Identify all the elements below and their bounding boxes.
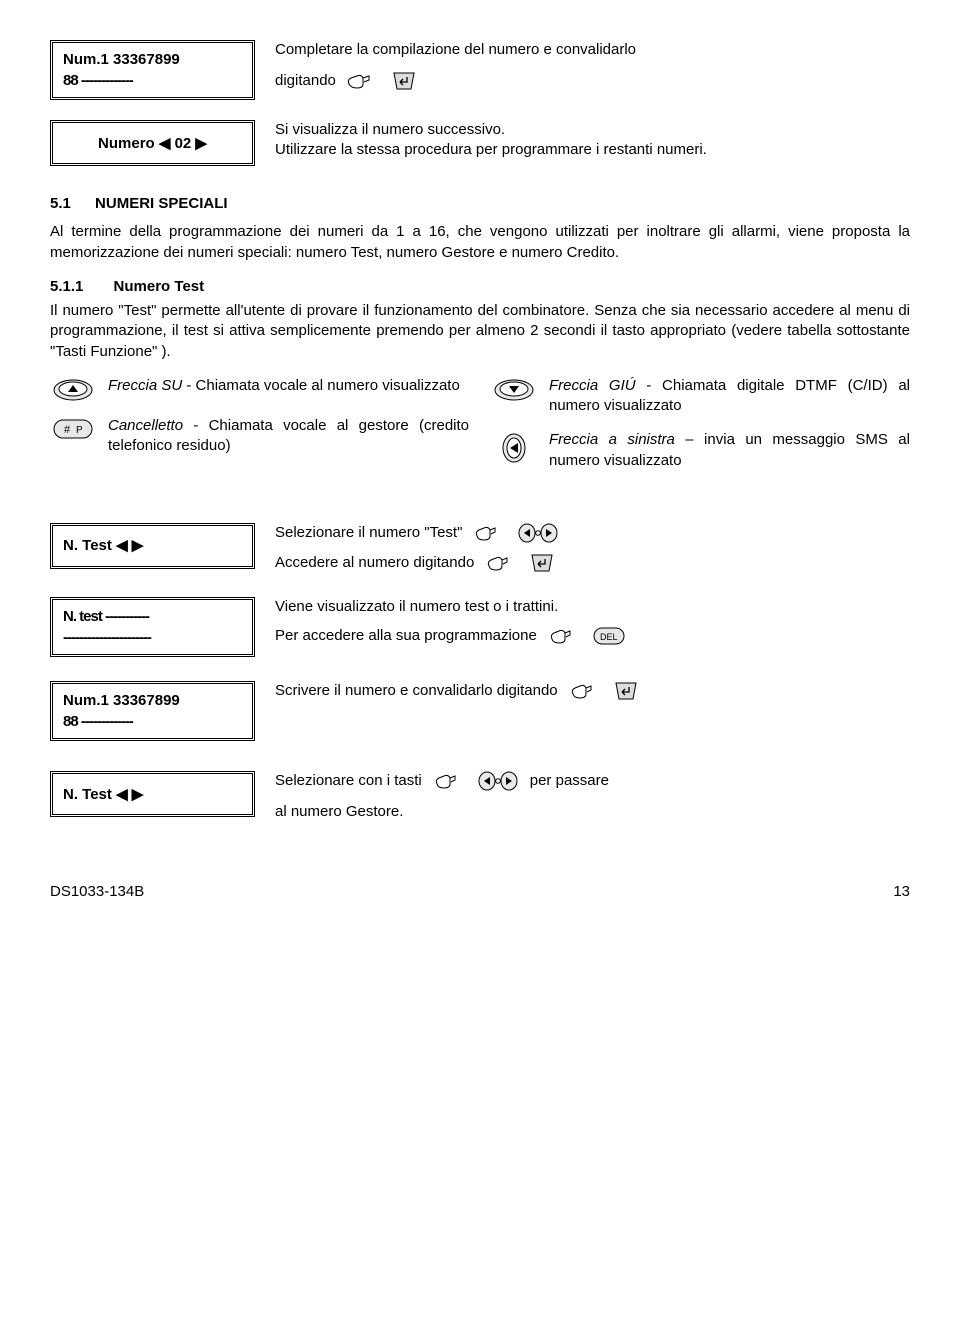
lcd-display: Num.1 33367899 88 -------------: [50, 40, 255, 100]
lcd-text: N. Test ◀ ▶: [63, 784, 242, 805]
lcd-display: N. Test ◀ ▶: [50, 523, 255, 569]
hand-press-icon: [569, 681, 599, 701]
row3-line1: Selezionare il numero "Test": [275, 523, 462, 543]
lcd-line1: Num.1 33367899: [63, 690, 242, 711]
svg-text:P: P: [76, 425, 83, 436]
key-up-text: Freccia SU - Chiamata vocale al numero v…: [108, 376, 469, 402]
row-ntest-pass: N. Test ◀ ▶ Selezionare con i tasti per …: [50, 771, 910, 822]
row-ntest-select: N. Test ◀ ▶ Selezionare il numero "Test"…: [50, 523, 910, 574]
subheading-title: Numero Test: [114, 278, 205, 295]
key-hash-label: Cancelletto: [108, 417, 183, 434]
arrow-down-key-icon: [491, 376, 537, 417]
svg-text:#: #: [64, 424, 71, 436]
row3-line2: Accedere al numero digitando: [275, 553, 474, 573]
key-down-row: Freccia GIÚ - Chiamata digitale DTMF (C/…: [491, 376, 910, 417]
key-up-desc: - Chiamata vocale al numero visualizzato: [182, 377, 460, 394]
lcd-text: N. Test ◀ ▶: [63, 535, 242, 556]
row2-desc: Si visualizza il numero successivo. Util…: [275, 120, 910, 161]
enter-key-icon: [391, 71, 417, 91]
row-num1-write: Num.1 33367899 88 ------------- Scrivere…: [50, 681, 910, 741]
key-function-table: Freccia SU - Chiamata vocale al numero v…: [50, 376, 910, 485]
svg-text:DEL: DEL: [600, 632, 618, 642]
row1-text: Completare la compilazione del numero e …: [275, 40, 910, 60]
row-numero-02: Numero ◀ 02 ▶ Si visualizza il numero su…: [50, 120, 910, 166]
footer-right: 13: [893, 882, 910, 902]
row5-desc: Scrivere il numero e convalidarlo digita…: [275, 681, 910, 701]
lcd-line1: Num.1 33367899: [63, 49, 242, 70]
row-num1-first: Num.1 33367899 88 ------------- Completa…: [50, 40, 910, 100]
hand-press-icon: [473, 523, 503, 543]
arrow-up-key-icon: [50, 376, 96, 402]
row5-line: Scrivere il numero e convalidarlo digita…: [275, 681, 558, 701]
subheading-num: 5.1.1: [50, 278, 83, 295]
row4-desc: Viene visualizzato il numero test o i tr…: [275, 597, 910, 646]
heading-5-1: 5.1 NUMERI SPECIALI: [50, 194, 910, 214]
heading-5-1-1: 5.1.1 Numero Test: [50, 277, 910, 297]
row3-desc: Selezionare il numero "Test" Accedere al…: [275, 523, 910, 574]
lcd-text: Numero ◀ 02 ▶: [63, 133, 242, 154]
lcd-line1: N. test -----------: [63, 606, 242, 627]
lcd-line2: ----------------------: [63, 627, 242, 648]
key-left-text: Freccia a sinistra – invia un messaggio …: [549, 430, 910, 471]
key-hash-row: #P Cancelletto - Chiamata vocale al gest…: [50, 416, 469, 457]
heading-title: NUMERI SPECIALI: [95, 195, 228, 212]
hand-press-icon: [548, 626, 578, 646]
row-ntest-dashes: N. test ----------- --------------------…: [50, 597, 910, 657]
row6-line1a: Selezionare con i tasti: [275, 771, 422, 791]
key-col-left: Freccia SU - Chiamata vocale al numero v…: [50, 376, 469, 485]
row1-desc: Completare la compilazione del numero e …: [275, 40, 910, 92]
enter-key-icon: [613, 681, 639, 701]
row4-line1: Viene visualizzato il numero test o i tr…: [275, 597, 910, 617]
lcd-display: N. Test ◀ ▶: [50, 771, 255, 817]
key-hash-text: Cancelletto - Chiamata vocale al gestore…: [108, 416, 469, 457]
sec51-body: Al termine della programmazione dei nume…: [50, 222, 910, 263]
row4-line2: Per accedere alla sua programmazione: [275, 626, 537, 646]
lcd-display: Numero ◀ 02 ▶: [50, 120, 255, 166]
left-right-keys-icon: [517, 523, 559, 543]
footer-left: DS1033-134B: [50, 882, 144, 902]
key-down-label: Freccia GIÚ: [549, 377, 636, 394]
hand-press-icon: [345, 70, 379, 92]
hand-press-icon: [485, 553, 515, 573]
lcd-line2: 88 -------------: [63, 711, 242, 732]
lcd-line2: 88 -------------: [63, 70, 242, 91]
sec511-body: Il numero "Test" permette all'utente di …: [50, 301, 910, 362]
key-col-right: Freccia GIÚ - Chiamata digitale DTMF (C/…: [491, 376, 910, 485]
key-down-text: Freccia GIÚ - Chiamata digitale DTMF (C/…: [549, 376, 910, 417]
row2-line1: Si visualizza il numero successivo.: [275, 120, 910, 140]
row6-line1b: per passare: [530, 771, 609, 791]
page-footer: DS1033-134B 13: [50, 882, 910, 902]
hash-key-icon: #P: [50, 416, 96, 457]
lcd-display: Num.1 33367899 88 -------------: [50, 681, 255, 741]
hand-press-icon: [433, 771, 463, 791]
row6-desc: Selezionare con i tasti per passare al n…: [275, 771, 910, 822]
row6-line2: al numero Gestore.: [275, 802, 910, 822]
arrow-left-key-icon: [491, 430, 537, 471]
key-up-row: Freccia SU - Chiamata vocale al numero v…: [50, 376, 469, 402]
key-up-label: Freccia SU: [108, 377, 182, 394]
heading-num: 5.1: [50, 195, 71, 212]
lcd-display: N. test ----------- --------------------…: [50, 597, 255, 657]
key-left-row: Freccia a sinistra – invia un messaggio …: [491, 430, 910, 471]
enter-key-icon: [529, 553, 555, 573]
row1-text2: digitando: [275, 71, 336, 91]
left-right-keys-icon: [477, 771, 519, 791]
del-key-icon: DEL: [592, 626, 626, 646]
row2-line2: Utilizzare la stessa procedura per progr…: [275, 140, 910, 160]
key-left-label: Freccia a sinistra: [549, 431, 675, 448]
